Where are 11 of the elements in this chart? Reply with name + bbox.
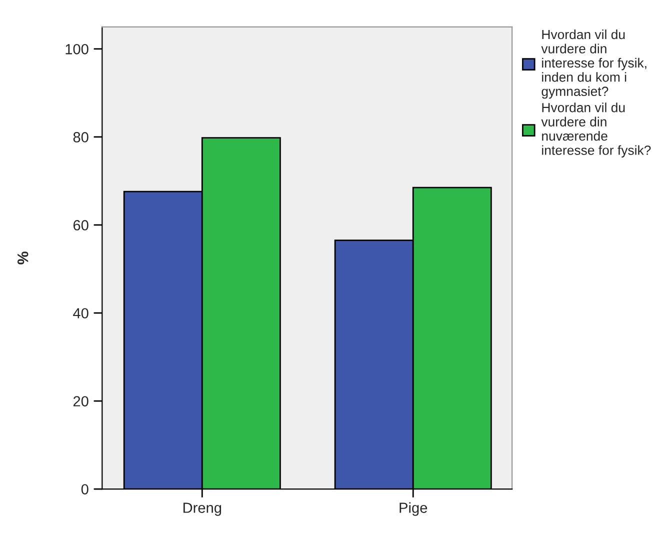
x-tick-label: Pige xyxy=(400,502,428,516)
legend-label: Hvordan vil du vurdere din nuværende interesse for fysik? xyxy=(541,102,651,158)
legend-label: Hvordan vil du vurdere din interesse for fysik, inden du kom i gymnasiet? xyxy=(541,29,646,99)
y-tick-label: 100 xyxy=(66,44,88,54)
y-tick-label: 20 xyxy=(73,396,88,406)
y-axis-title: % xyxy=(17,252,28,264)
y-tick-label: 60 xyxy=(73,220,88,230)
x-tick-label: Dreng xyxy=(183,502,222,516)
y-tick-label: 40 xyxy=(73,308,88,318)
y-tick-label: 80 xyxy=(73,132,88,142)
y-tick-label: 0 xyxy=(81,484,88,494)
